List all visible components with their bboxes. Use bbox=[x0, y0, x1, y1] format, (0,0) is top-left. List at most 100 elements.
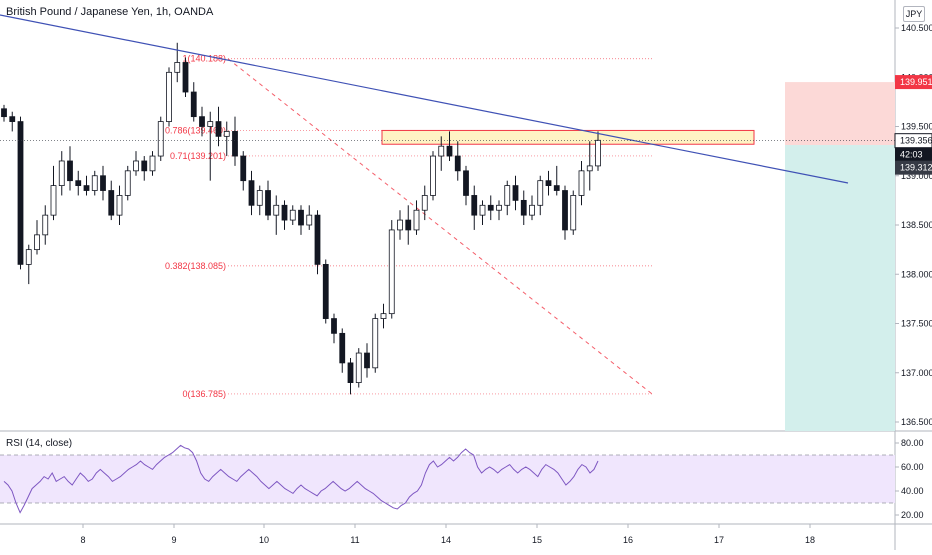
candle-body bbox=[405, 219, 412, 231]
candle-body bbox=[322, 263, 329, 319]
candle-body bbox=[355, 352, 362, 383]
trendline bbox=[0, 14, 849, 184]
candle-body bbox=[75, 180, 82, 187]
candle-body bbox=[232, 131, 238, 157]
candle-body bbox=[438, 145, 445, 157]
fib-level-label: 1(140.188) bbox=[182, 54, 226, 64]
current-price-label: 139.356 bbox=[900, 136, 932, 146]
fib-level-label: 0.71(139.201) bbox=[170, 151, 226, 161]
fib-trend-line bbox=[227, 58, 653, 395]
candle-body bbox=[339, 332, 346, 364]
candle-body bbox=[298, 209, 304, 226]
fib-level-label: 0.786(139.460) bbox=[165, 125, 226, 135]
stop-price-label-bg bbox=[895, 160, 932, 175]
candle-body bbox=[1, 108, 7, 118]
candle-body bbox=[553, 185, 560, 191]
rsi-band bbox=[0, 455, 895, 503]
candle-body bbox=[463, 170, 469, 196]
fib-level-label: 0.382(138.085) bbox=[165, 261, 226, 271]
candle-body bbox=[512, 185, 519, 201]
candle-body bbox=[446, 145, 453, 157]
currency-selector[interactable]: JPY bbox=[903, 6, 925, 22]
candle-body bbox=[397, 219, 403, 231]
countdown-label: 42:03 bbox=[900, 150, 923, 160]
candle-body bbox=[520, 199, 527, 216]
time-tick-label: 16 bbox=[623, 535, 633, 545]
rsi-tick-label: 60.00 bbox=[901, 462, 924, 472]
candle-body bbox=[487, 204, 494, 211]
candle-body bbox=[347, 362, 354, 383]
fib-level-label: 0(136.785) bbox=[182, 389, 226, 399]
candle-body bbox=[25, 249, 32, 265]
candle-body bbox=[83, 185, 90, 191]
time-tick-label: 18 bbox=[805, 535, 815, 545]
candle-body bbox=[454, 155, 461, 172]
candle-body bbox=[273, 204, 280, 216]
price-tick-label: 138.500 bbox=[901, 220, 932, 230]
candle-body bbox=[116, 195, 123, 216]
candle-body bbox=[578, 170, 585, 196]
time-tick-label: 9 bbox=[171, 535, 176, 545]
candle-body bbox=[9, 116, 16, 122]
rsi-title: RSI (14, close) bbox=[6, 438, 73, 449]
candle-body bbox=[248, 180, 255, 206]
price-tick-label: 138.000 bbox=[901, 269, 932, 279]
candle-body bbox=[17, 121, 24, 265]
candle-body bbox=[586, 165, 593, 172]
candle-body bbox=[331, 318, 337, 334]
time-tick-label: 10 bbox=[259, 535, 269, 545]
candle-body bbox=[314, 214, 321, 265]
candle-body bbox=[215, 121, 222, 137]
candle-body bbox=[496, 204, 502, 211]
candle-body bbox=[100, 175, 106, 191]
candle-body bbox=[545, 180, 552, 187]
candle-body bbox=[388, 229, 395, 315]
candle-body bbox=[256, 190, 263, 206]
time-tick-label: 11 bbox=[350, 535, 359, 545]
candle-body bbox=[199, 116, 205, 127]
candle-body bbox=[182, 62, 189, 93]
rsi-tick-label: 20.00 bbox=[901, 510, 924, 520]
rsi-line bbox=[3, 444, 599, 514]
position-target-zone bbox=[785, 82, 895, 146]
candle-body bbox=[471, 195, 478, 216]
candle-body bbox=[265, 190, 271, 216]
candle-body bbox=[190, 91, 197, 118]
rsi-tick-label: 40.00 bbox=[901, 486, 924, 496]
candle-body bbox=[281, 204, 288, 221]
candle-body bbox=[207, 121, 214, 127]
candle-body bbox=[157, 121, 164, 157]
price-tick-label: 140.500 bbox=[901, 23, 932, 33]
chart-title: British Pound / Japanese Yen, 1h, OANDA bbox=[6, 6, 214, 18]
resistance-zone bbox=[381, 129, 755, 145]
candle-body bbox=[42, 214, 49, 236]
time-tick-label: 14 bbox=[441, 535, 451, 545]
candle-body bbox=[537, 180, 544, 206]
candle-body bbox=[595, 139, 601, 167]
candle-body bbox=[413, 209, 420, 231]
price-tick-label: 136.500 bbox=[901, 417, 932, 427]
candle-body bbox=[380, 313, 387, 319]
candle-body bbox=[133, 160, 139, 172]
candle-body bbox=[50, 185, 57, 216]
candle-body bbox=[141, 160, 148, 172]
price-tick-label: 139.000 bbox=[901, 171, 932, 181]
candle-body bbox=[289, 209, 296, 221]
candle-body bbox=[529, 204, 535, 216]
price-tick-label: 137.000 bbox=[901, 368, 932, 378]
time-tick-label: 17 bbox=[714, 535, 724, 545]
candle-body bbox=[479, 204, 486, 216]
price-tick-label: 137.500 bbox=[901, 319, 932, 329]
candle-body bbox=[364, 352, 370, 369]
candle-body bbox=[91, 175, 98, 191]
candle-body bbox=[372, 318, 379, 369]
candle-body bbox=[504, 185, 511, 206]
candle-body bbox=[149, 155, 156, 172]
countdown-label-bg bbox=[895, 147, 932, 162]
candle-body bbox=[108, 190, 115, 216]
target-price-label-bg bbox=[895, 75, 932, 90]
candle-body bbox=[570, 195, 577, 231]
price-tick-label: 139.500 bbox=[901, 122, 932, 132]
candle-body bbox=[58, 160, 65, 187]
